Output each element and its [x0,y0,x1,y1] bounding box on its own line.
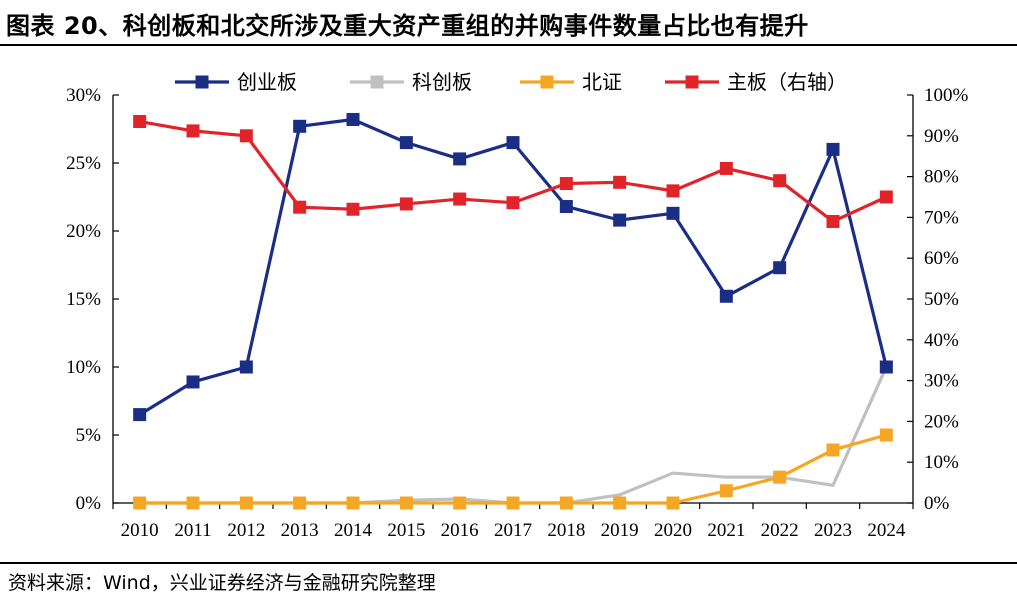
data-point-marker [133,115,147,129]
data-point-marker [559,177,573,191]
data-point-marker [506,196,520,210]
right-tick-label: 60% [924,248,959,269]
chart-plot-area [133,112,893,510]
left-tick-label: 0% [76,493,102,514]
data-point-marker [453,152,467,166]
left-tick-label: 15% [66,289,101,310]
data-point-marker [293,119,307,133]
data-point-marker [453,192,467,206]
source-rule [0,562,1017,564]
right-tick-label: 50% [924,289,959,310]
x-tick-label: 2024 [867,520,906,541]
right-tick-label: 10% [924,452,959,473]
legend-label-1: 科创板 [412,70,472,94]
legend-label-3: 主板（右轴） [727,70,847,94]
legend-marker-2 [540,75,554,89]
data-point-marker [879,360,893,374]
data-point-marker [399,496,413,510]
data-point-marker [346,496,360,510]
x-tick-label: 2023 [814,520,852,541]
x-tick-label: 2010 [121,520,159,541]
data-point-marker [879,190,893,204]
data-point-marker [399,136,413,150]
data-point-marker [613,175,627,189]
data-point-marker [293,200,307,214]
legend-marker-0 [195,75,209,89]
data-point-marker [239,129,253,143]
data-point-marker [773,470,787,484]
x-tick-label: 2019 [601,520,639,541]
data-point-marker [826,443,840,457]
data-point-marker [239,496,253,510]
left-tick-label: 10% [66,357,101,378]
x-tick-label: 2013 [281,520,319,541]
data-point-marker [186,375,200,389]
left-tick-label: 25% [66,153,101,174]
right-tick-label: 30% [924,371,959,392]
legend-marker-1 [370,75,384,89]
data-point-marker [826,142,840,156]
right-tick-label: 40% [924,330,959,351]
data-point-marker [773,261,787,275]
data-point-marker [719,484,733,498]
legend-label-0: 创业板 [237,70,297,94]
data-point-marker [239,360,253,374]
series-line-2 [139,433,887,505]
x-tick-label: 2012 [227,520,265,541]
data-point-marker [613,213,627,227]
left-tick-label: 20% [66,221,101,242]
data-point-marker [186,124,200,138]
x-tick-label: 2022 [761,520,799,541]
data-point-marker [346,112,360,126]
data-point-marker [773,174,787,188]
right-tick-label: 20% [924,411,959,432]
right-tick-label: 70% [924,207,959,228]
left-tick-label: 5% [76,425,102,446]
x-tick-label: 2016 [441,520,479,541]
chart-legend: 创业板 科创板 北证 主板（右轴） [175,70,847,94]
data-point-marker [399,197,413,211]
data-point-marker [666,206,680,220]
x-tick-label: 2017 [494,520,532,541]
legend-label-2: 北证 [582,70,622,94]
data-point-marker [666,184,680,198]
data-point-marker [346,202,360,216]
legend-marker-3 [685,75,699,89]
x-tick-label: 2014 [334,520,373,541]
data-point-marker [719,289,733,303]
x-tick-label: 2018 [547,520,585,541]
data-point-marker [506,136,520,150]
data-point-marker [666,496,680,510]
data-point-marker [719,161,733,175]
data-point-marker [453,496,467,510]
data-point-marker [879,428,893,442]
data-point-marker [826,214,840,228]
title-rule [0,44,1017,46]
data-point-marker [293,496,307,510]
right-tick-label: 90% [924,126,959,147]
x-tick-label: 2015 [387,520,425,541]
left-tick-label: 30% [66,85,101,106]
data-point-marker [506,496,520,510]
right-tick-label: 80% [924,167,959,188]
x-tick-label: 2011 [174,520,211,541]
chart-axes: 0% 5% 10% 15% 20% 25% 30% 0% 10% 20% 30% 40% 50% 60% 7… [66,85,968,541]
x-tick-label: 2020 [654,520,692,541]
data-point-marker [559,200,573,214]
x-tick-label: 2021 [707,520,745,541]
data-point-marker [186,496,200,510]
figure-title: 图表 20、科创板和北交所涉及重大资产重组的并购事件数量占比也有提升 [6,12,809,40]
right-tick-label: 100% [924,85,969,106]
data-point-marker [613,496,627,510]
data-point-marker [559,496,573,510]
right-tick-label: 0% [924,493,950,514]
data-point-marker [133,408,147,422]
data-point-marker [133,496,147,510]
source-note: 资料来源：Wind，兴业证券经济与金融研究院整理 [8,572,436,594]
